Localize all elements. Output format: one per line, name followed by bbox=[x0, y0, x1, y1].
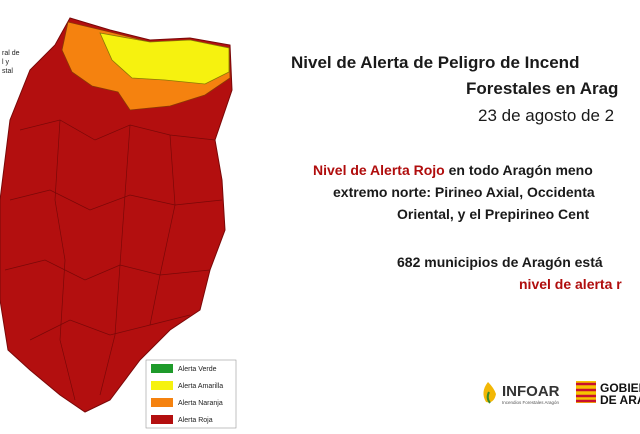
municipalities-line: nivel de alerta r bbox=[519, 276, 622, 292]
legend-label: Alerta Roja bbox=[178, 417, 213, 424]
map-note: ral de bbox=[2, 50, 20, 57]
municipalities-line: 682 municipios de Aragón está bbox=[397, 254, 603, 270]
logo-text: DE ARA bbox=[600, 393, 640, 407]
gobierno-logo: GOBIER DE ARA bbox=[576, 381, 640, 407]
date: 23 de agosto de 2 bbox=[478, 106, 614, 125]
title: Forestales en Arag bbox=[466, 79, 618, 98]
map: ral de l y stal Alerta Verde Alerta Amar… bbox=[0, 17, 237, 429]
legend-swatch bbox=[151, 381, 173, 390]
infoar-logo: INFOAR Incendios Forestales Aragón bbox=[483, 382, 560, 405]
logo-text: GOBIER bbox=[600, 381, 640, 395]
title: Nivel de Alerta de Peligro de Incend bbox=[291, 53, 579, 72]
logo-flag bbox=[576, 381, 596, 403]
legend-swatch bbox=[151, 415, 173, 424]
logo-flag bbox=[576, 382, 596, 403]
legend-label: Alerta Amarilla bbox=[178, 383, 223, 390]
notice-line: extremo norte: Pirineo Axial, Occidenta bbox=[333, 184, 595, 200]
notice-line: Nivel de Alerta Rojo en todo Aragón meno bbox=[313, 162, 593, 178]
region-red bbox=[0, 17, 233, 413]
borders bbox=[4, 119, 223, 401]
map-note: l y bbox=[2, 59, 10, 66]
map-note: stal bbox=[2, 68, 13, 75]
notice-line: Oriental, y el Prepirineo Cent bbox=[397, 206, 590, 222]
region-yellow bbox=[99, 32, 230, 85]
logo-icon bbox=[483, 382, 496, 403]
notice-text: en todo Aragón meno bbox=[445, 162, 593, 178]
legend-swatch bbox=[151, 398, 173, 407]
logo-text: INFOAR bbox=[502, 383, 560, 400]
logo-subtext: Incendios Forestales Aragón bbox=[502, 400, 560, 405]
logo-icon bbox=[486, 391, 491, 404]
highlight: Nivel de Alerta Rojo bbox=[313, 162, 445, 178]
legend-label: Alerta Verde bbox=[178, 366, 217, 373]
legend-swatch bbox=[151, 364, 173, 373]
legend-label: Alerta Naranja bbox=[178, 400, 223, 407]
